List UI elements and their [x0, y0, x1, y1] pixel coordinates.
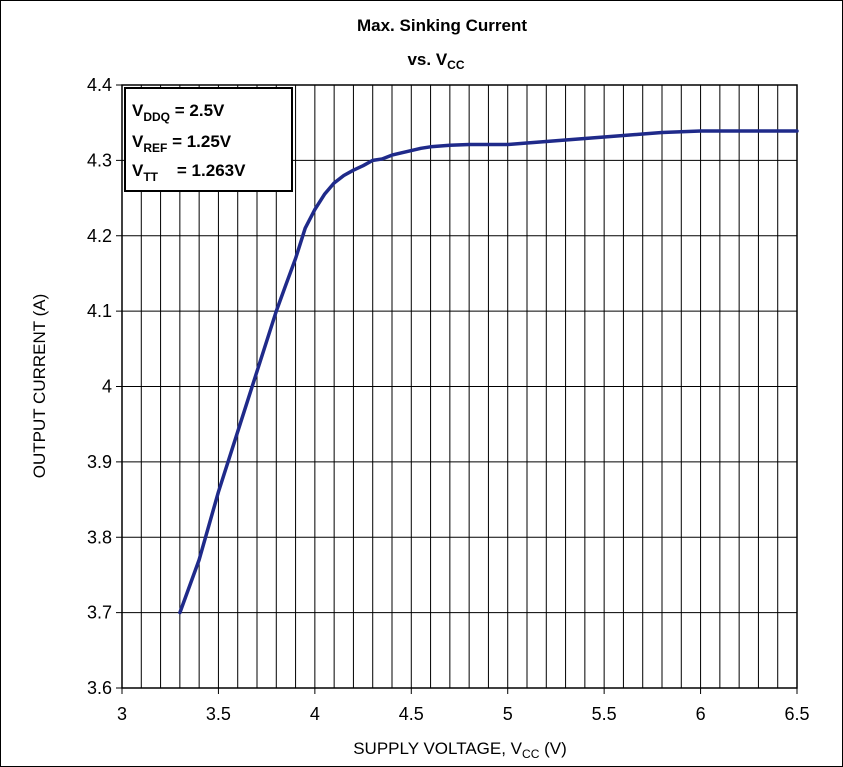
series-layer	[178, 129, 799, 615]
legend-vddq-sub: DDQ	[143, 110, 170, 124]
legend-vref-main: V	[132, 132, 144, 151]
y-tick-label: 3.9	[87, 452, 112, 472]
x-tick-label: 5	[503, 704, 513, 724]
chart-subtitle-subscript: CC	[447, 58, 465, 72]
y-tick-label: 4.4	[87, 75, 112, 95]
x-axis-label-main: SUPPLY VOLTAGE, V	[353, 739, 522, 758]
legend-vtt-sub: TT	[143, 170, 158, 184]
chart-subtitle-main: vs. V	[407, 50, 447, 69]
x-tick-label: 5.5	[592, 704, 617, 724]
legend-box: VDDQ = 2.5V VREF = 1.25V VTT = 1.263V	[124, 87, 293, 192]
chart-title: Max. Sinking Current	[357, 16, 527, 35]
legend-vref-sub: REF	[143, 141, 167, 155]
grid-layer	[122, 85, 797, 688]
x-tick-label: 6	[696, 704, 706, 724]
y-tick-label: 4.1	[87, 301, 112, 321]
legend-line-vtt: VTT = 1.263V	[132, 161, 246, 184]
x-tick-label: 4	[310, 704, 320, 724]
legend-vref-value: = 1.25V	[167, 132, 231, 151]
y-tick-label: 4.2	[87, 226, 112, 246]
legend-vddq-value: = 2.5V	[170, 101, 225, 120]
x-axis-label: SUPPLY VOLTAGE, VCC (V)	[353, 739, 567, 761]
y-tick-label: 3.6	[87, 678, 112, 698]
y-tick-label: 4.3	[87, 150, 112, 170]
y-axis-label: OUTPUT CURRENT (A)	[30, 294, 49, 479]
x-axis-label-unit: (V)	[539, 739, 566, 758]
legend-line-vref: VREF = 1.25V	[132, 132, 232, 155]
legend-border	[124, 87, 293, 192]
tick-layer: 3.6 3.7 3.8 3.9 4 4.1 4.2 4.3 4.4 3 3.5 4 4.5 5 5.5 6 6.…	[87, 75, 810, 724]
y-tick-label: 4	[102, 377, 112, 397]
x-tick-label: 3	[117, 704, 127, 724]
legend-vtt-main: V	[132, 161, 144, 180]
series-line	[178, 129, 799, 615]
y-tick-label: 3.8	[87, 527, 112, 547]
legend-vtt-value: = 1.263V	[158, 161, 246, 180]
x-tick-label: 3.5	[206, 704, 231, 724]
chart-subtitle: vs. VCC	[407, 50, 464, 72]
y-tick-label: 3.7	[87, 603, 112, 623]
legend-line-vddq: VDDQ = 2.5V	[132, 101, 225, 124]
x-axis-label-subscript: CC	[522, 747, 540, 761]
legend-vddq-main: V	[132, 101, 144, 120]
x-tick-label: 6.5	[784, 704, 809, 724]
x-tick-label: 4.5	[399, 704, 424, 724]
